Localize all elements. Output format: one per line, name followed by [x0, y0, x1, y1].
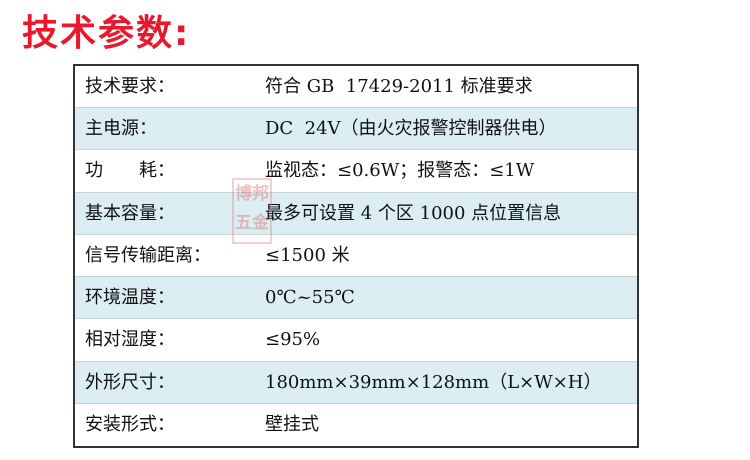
spec-value: DC 24V（由火灾报警控制器供电） — [265, 118, 557, 140]
spec-value: 壁挂式 — [265, 413, 319, 435]
table-row: 相对湿度： ≤95% — [75, 319, 637, 362]
spec-value: 180mm×39mm×128mm（L×W×H） — [265, 371, 602, 393]
spec-value: ≤1500 米 — [265, 244, 350, 266]
spec-label: 基本容量： — [85, 202, 175, 224]
spec-label: 外形尺寸： — [85, 371, 175, 393]
table-row: 信号传输距离： ≤1500 米 — [75, 235, 637, 278]
spec-label: 相对湿度： — [85, 329, 175, 351]
spec-value: 0℃~55℃ — [265, 287, 355, 309]
spec-table: 技术要求： 符合 GB 17429-2011 标准要求主电源： DC 24V（由火灾… — [73, 64, 639, 448]
table-row: 安装形式： 壁挂式 — [75, 404, 637, 446]
table-row: 技术要求： 符合 GB 17429-2011 标准要求 — [75, 66, 637, 109]
watermark-line: 博邦 — [235, 184, 269, 204]
spec-label: 功 耗： — [85, 160, 175, 182]
table-row: 功 耗： 监视态：≤0.6W；报警态：≤1W — [75, 150, 637, 193]
page-title: 技术参数: — [22, 13, 191, 54]
table-row: 环境温度： 0℃~55℃ — [75, 277, 637, 320]
spec-label: 安装形式： — [85, 413, 175, 435]
watermark: 博邦 五金 — [232, 178, 272, 244]
spec-label: 信号传输距离： — [85, 244, 211, 266]
spec-value: 符合 GB 17429-2011 标准要求 — [265, 76, 533, 97]
spec-label: 主电源： — [85, 118, 157, 140]
table-row: 主电源： DC 24V（由火灾报警控制器供电） — [75, 108, 637, 151]
table-row: 外形尺寸： 180mm×39mm×128mm（L×W×H） — [75, 361, 637, 404]
spec-label: 环境温度： — [85, 287, 175, 309]
spec-label: 技术要求： — [85, 76, 175, 97]
watermark-line: 五金 — [235, 213, 269, 233]
spec-value: ≤95% — [265, 329, 321, 351]
spec-value: 监视态：≤0.6W；报警态：≤1W — [265, 160, 535, 182]
spec-value: 最多可设置 4 个区 1000 点位置信息 — [265, 202, 562, 224]
table-row: 基本容量： 最多可设置 4 个区 1000 点位置信息 — [75, 192, 637, 235]
